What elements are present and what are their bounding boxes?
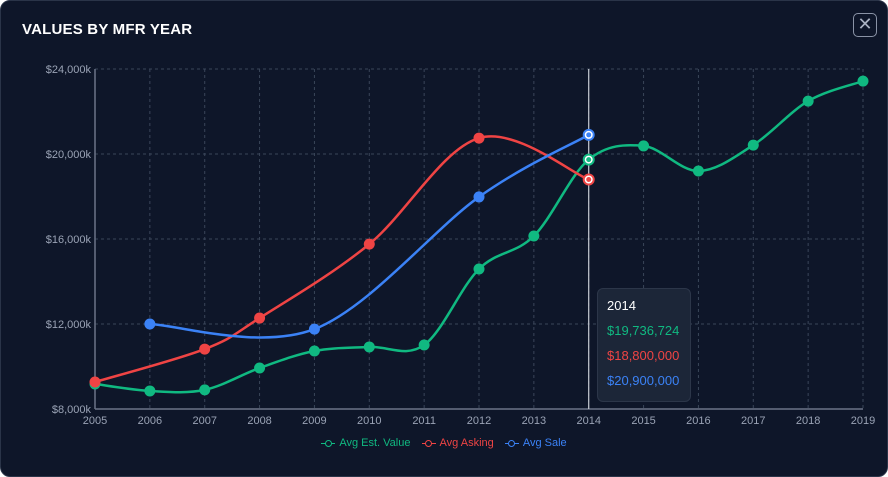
- data-point: [473, 191, 485, 203]
- legend-label: Avg Est. Value: [339, 437, 411, 449]
- tooltip-title: 2014: [607, 298, 636, 313]
- data-point: [802, 95, 814, 107]
- legend-label: Avg Sale: [522, 437, 567, 449]
- x-tick-label: 2010: [357, 415, 381, 427]
- x-tick-label: 2009: [302, 415, 326, 427]
- x-tick-label: 2008: [247, 415, 271, 427]
- tooltip-est-value: $19,736,724: [607, 323, 680, 338]
- active-point-center: [586, 132, 592, 138]
- data-point: [363, 238, 375, 250]
- tooltip-sale: $20,900,000: [607, 373, 680, 388]
- data-point: [254, 362, 266, 374]
- data-point: [199, 384, 211, 396]
- data-point: [692, 165, 704, 177]
- legend-marker-icon: [321, 439, 336, 447]
- series-line-1: [94, 135, 590, 384]
- y-tick-label: $16,000k: [46, 234, 92, 246]
- data-point: [857, 75, 869, 87]
- series-line-2: [149, 133, 590, 339]
- x-tick-label: 2006: [138, 415, 162, 427]
- x-tick-label: 2017: [741, 415, 765, 427]
- y-tick-label: $12,000k: [46, 319, 92, 331]
- data-point: [308, 345, 320, 357]
- y-tick-label: $24,000k: [46, 64, 92, 76]
- x-tick-label: 2019: [851, 415, 875, 427]
- data-point: [747, 139, 759, 151]
- x-tick-label: 2005: [83, 415, 107, 427]
- chart-title: VALUES BY MFR YEAR: [22, 21, 193, 38]
- data-point: [473, 263, 485, 275]
- y-tick-label: $8,000k: [52, 404, 92, 416]
- x-tick-label: 2014: [576, 415, 600, 427]
- x-tick-label: 2011: [412, 415, 436, 427]
- x-tick-label: 2012: [467, 415, 491, 427]
- x-tick-label: 2018: [796, 415, 820, 427]
- active-point-center: [586, 157, 592, 163]
- legend-marker-icon: [504, 439, 519, 447]
- legend: Avg Est. Value Avg Asking Avg Sale: [0, 437, 888, 450]
- data-point: [638, 140, 650, 152]
- legend-marker-icon: [421, 439, 436, 447]
- x-tick-label: 2016: [686, 415, 710, 427]
- x-tick-label: 2007: [192, 415, 216, 427]
- legend-item-est-value[interactable]: Avg Est. Value: [321, 437, 410, 449]
- close-icon: ✕: [857, 14, 873, 34]
- data-point: [89, 376, 101, 388]
- legend-item-asking[interactable]: Avg Asking: [421, 437, 494, 449]
- data-point: [144, 318, 156, 330]
- close-button[interactable]: ✕: [853, 13, 877, 37]
- tooltip: 2014 $19,736,724 $18,800,000 $20,900,000: [597, 288, 691, 402]
- legend-label: Avg Asking: [439, 437, 494, 449]
- x-tick-label: 2015: [631, 415, 655, 427]
- data-point: [308, 323, 320, 335]
- data-point: [199, 343, 211, 355]
- data-point: [254, 312, 266, 324]
- tooltip-asking: $18,800,000: [607, 348, 680, 363]
- y-tick-label: $20,000k: [46, 149, 92, 161]
- x-tick-label: 2013: [522, 415, 546, 427]
- data-point: [144, 385, 156, 397]
- data-point: [363, 341, 375, 353]
- data-point: [528, 230, 540, 242]
- legend-item-sale[interactable]: Avg Sale: [504, 437, 567, 449]
- data-point: [473, 132, 485, 144]
- data-point: [418, 339, 430, 351]
- active-point-center: [586, 177, 592, 182]
